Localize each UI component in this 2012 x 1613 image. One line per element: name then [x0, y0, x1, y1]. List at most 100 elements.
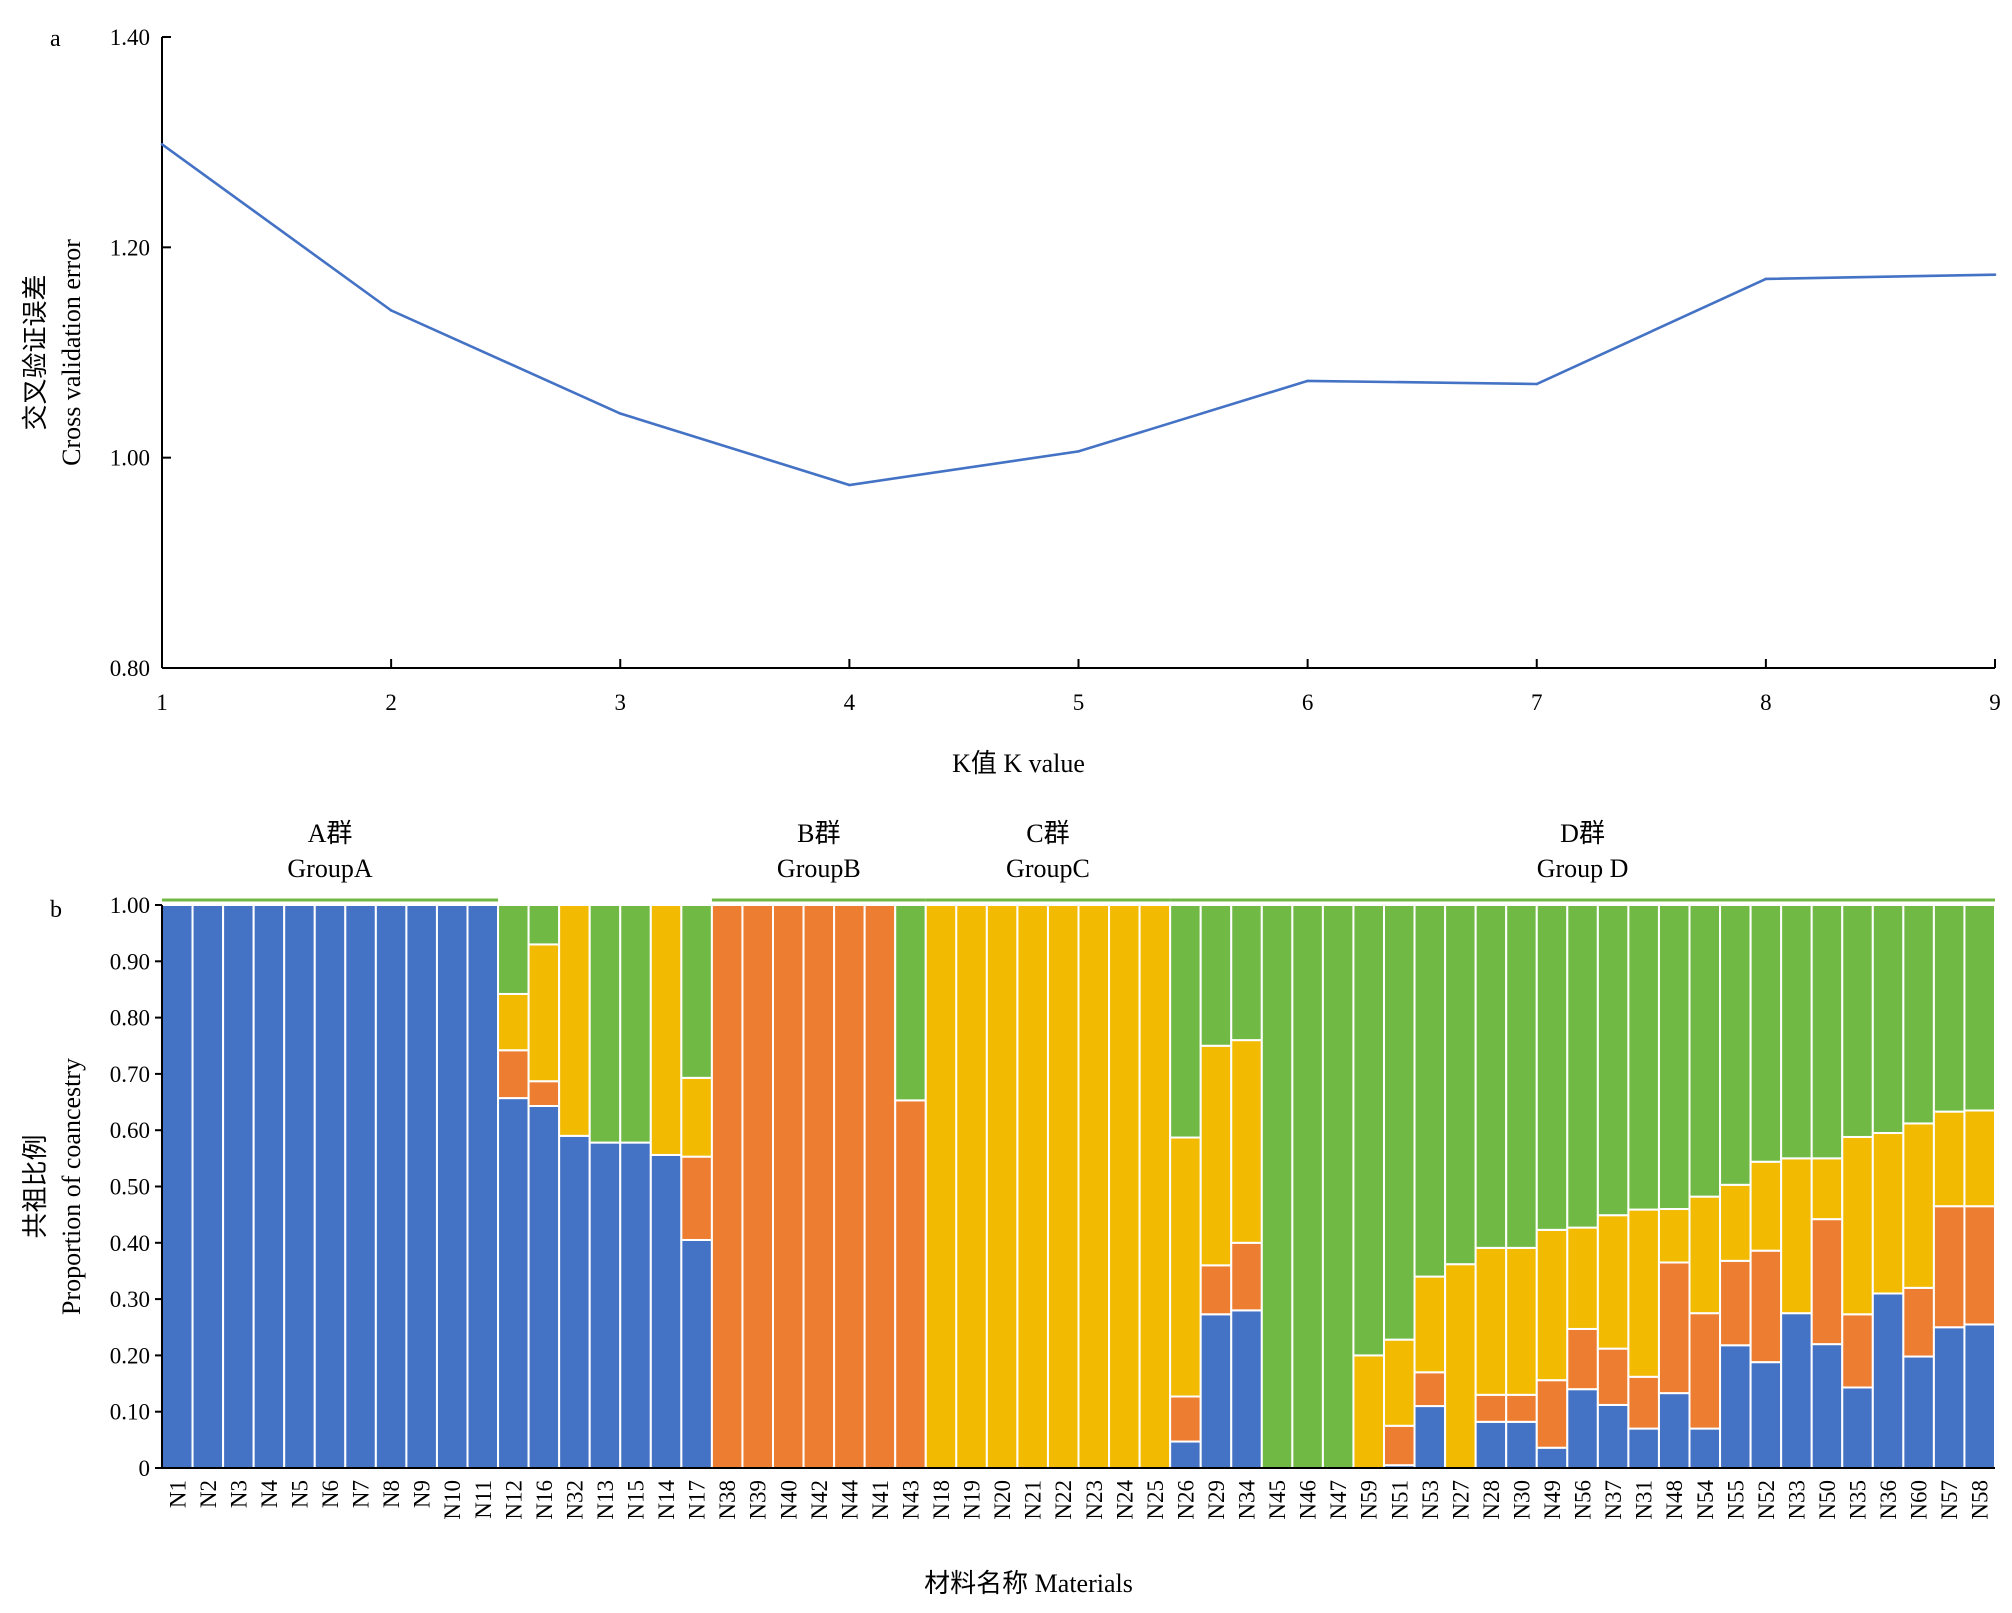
bar-segment-N50-k1 — [1810, 1343, 1844, 1470]
material-label: N36 — [1876, 1480, 1901, 1520]
bar-segment-N21-k3 — [1016, 904, 1049, 1469]
y-tick-label: 0.60 — [110, 1118, 150, 1143]
material-label: N46 — [1296, 1480, 1321, 1520]
x-tick-label: 2 — [385, 690, 397, 715]
bar-segment-N36-k1 — [1871, 1292, 1905, 1469]
bar-segment-N18-k3 — [924, 904, 958, 1469]
material-label: N32 — [562, 1480, 587, 1520]
bar-segment-N49-k2 — [1535, 1379, 1569, 1449]
bar-segment-N2-k1 — [191, 904, 225, 1469]
material-label: N24 — [1112, 1480, 1137, 1520]
bar-segment-N5-k1 — [283, 904, 316, 1469]
bar-segment-N34-k1 — [1230, 1309, 1263, 1469]
material-label: N14 — [654, 1480, 679, 1520]
material-label: N56 — [1571, 1480, 1596, 1520]
bar-segment-N13-k4 — [588, 904, 622, 1144]
bar-segment-N55-k1 — [1719, 1344, 1752, 1470]
bar-segment-N54-k3 — [1688, 1195, 1722, 1315]
bar-segment-N35-k2 — [1841, 1313, 1874, 1389]
cv-error-point — [160, 142, 164, 146]
bar-segment-N49-k1 — [1535, 1446, 1569, 1469]
bar-segment-N60-k3 — [1902, 1122, 1935, 1289]
bar-segment-N17-k1 — [680, 1238, 713, 1469]
bar-segment-N16-k1 — [527, 1104, 561, 1469]
y-tick-label: 0.90 — [110, 949, 150, 974]
bar-segment-N59-k3 — [1352, 1354, 1385, 1470]
material-label: N42 — [807, 1480, 832, 1520]
material-label: N1 — [165, 1480, 190, 1508]
bar-segment-N35-k1 — [1841, 1386, 1874, 1469]
bar-segment-N16-k2 — [527, 1080, 561, 1107]
bar-segment-N55-k3 — [1719, 1183, 1752, 1262]
material-label: N49 — [1540, 1480, 1565, 1520]
bar-segment-N1-k1 — [161, 904, 194, 1469]
y-tick-label: 1.00 — [110, 893, 150, 918]
bar-segment-N16-k4 — [527, 904, 561, 946]
y-tick-label: 0.80 — [110, 1006, 150, 1031]
bar-segment-N60-k2 — [1902, 1286, 1935, 1358]
material-label: N48 — [1662, 1480, 1687, 1520]
material-label: N17 — [685, 1480, 710, 1520]
bar-segment-N51-k2 — [1383, 1424, 1416, 1467]
material-label: N22 — [1051, 1480, 1076, 1520]
bar-segment-N53-k3 — [1413, 1275, 1447, 1374]
material-label: N41 — [868, 1480, 893, 1520]
bar-segment-N14-k3 — [649, 904, 683, 1156]
y-tick-label: 0.70 — [110, 1062, 150, 1087]
bar-segment-N30-k1 — [1505, 1420, 1538, 1470]
bar-segment-N37-k3 — [1596, 1214, 1630, 1350]
bar-segment-N13-k1 — [588, 1141, 622, 1469]
bar-segment-N56-k3 — [1566, 1226, 1599, 1330]
panel-label-a: a — [50, 26, 61, 52]
bar-segment-N58-k4 — [1963, 904, 1996, 1112]
group-label-cn: D群 — [1560, 819, 1605, 848]
bar-segment-N31-k2 — [1627, 1375, 1660, 1430]
cv-error-point — [618, 412, 622, 415]
bar-segment-N60-k1 — [1902, 1355, 1935, 1470]
bar-segment-N32-k3 — [558, 904, 591, 1137]
bar-segment-N54-k2 — [1688, 1312, 1722, 1430]
bar-segment-N53-k2 — [1413, 1371, 1447, 1408]
bar-segment-N26-k3 — [1169, 1136, 1202, 1398]
cv-error-point — [1764, 277, 1768, 281]
material-label: N33 — [1784, 1480, 1809, 1520]
bar-segment-N57-k3 — [1932, 1110, 1966, 1208]
bar-segment-N37-k4 — [1596, 904, 1630, 1217]
bar-segment-N42-k2 — [802, 904, 836, 1469]
bar-segment-N38-k2 — [710, 904, 744, 1469]
bar-segment-N29-k3 — [1199, 1044, 1233, 1267]
x-tick-label: 8 — [1760, 690, 1772, 715]
material-label: N6 — [318, 1480, 343, 1508]
material-label: N50 — [1815, 1480, 1840, 1520]
bar-segment-N12-k2 — [497, 1049, 530, 1100]
material-label: N5 — [288, 1480, 313, 1508]
bar-segment-N53-k4 — [1413, 904, 1447, 1278]
material-label: N13 — [593, 1480, 618, 1520]
bar-segment-N23-k3 — [1077, 904, 1111, 1469]
bar-segment-N24-k3 — [1108, 904, 1141, 1469]
group-label-en: GroupB — [777, 854, 861, 883]
group-label-en: GroupA — [287, 854, 372, 883]
y-tick-label: 1.20 — [110, 235, 150, 260]
material-label: N8 — [379, 1480, 404, 1508]
bar-segment-N19-k3 — [955, 904, 988, 1469]
bar-segment-N52-k2 — [1749, 1249, 1783, 1364]
material-label: N11 — [471, 1480, 496, 1519]
bar-segment-N20-k3 — [985, 904, 1019, 1469]
bar-segment-N14-k1 — [649, 1153, 683, 1469]
bar-segment-N29-k2 — [1199, 1264, 1233, 1316]
bar-segment-N58-k2 — [1963, 1205, 1996, 1326]
material-label: N30 — [1510, 1480, 1535, 1520]
bar-segment-N26-k2 — [1169, 1395, 1202, 1443]
cv-error-point — [1306, 379, 1309, 383]
material-label: N52 — [1754, 1480, 1779, 1520]
bar-segment-N35-k3 — [1841, 1135, 1874, 1316]
material-label: N9 — [410, 1480, 435, 1508]
bar-segment-N49-k3 — [1535, 1228, 1569, 1382]
bar-segment-N43-k4 — [894, 904, 927, 1102]
bar-segment-N41-k2 — [863, 904, 897, 1469]
material-label: N10 — [440, 1480, 465, 1520]
material-label: N25 — [1143, 1480, 1168, 1520]
bar-segment-N30-k2 — [1505, 1393, 1538, 1423]
bar-segment-N58-k3 — [1963, 1109, 1996, 1208]
